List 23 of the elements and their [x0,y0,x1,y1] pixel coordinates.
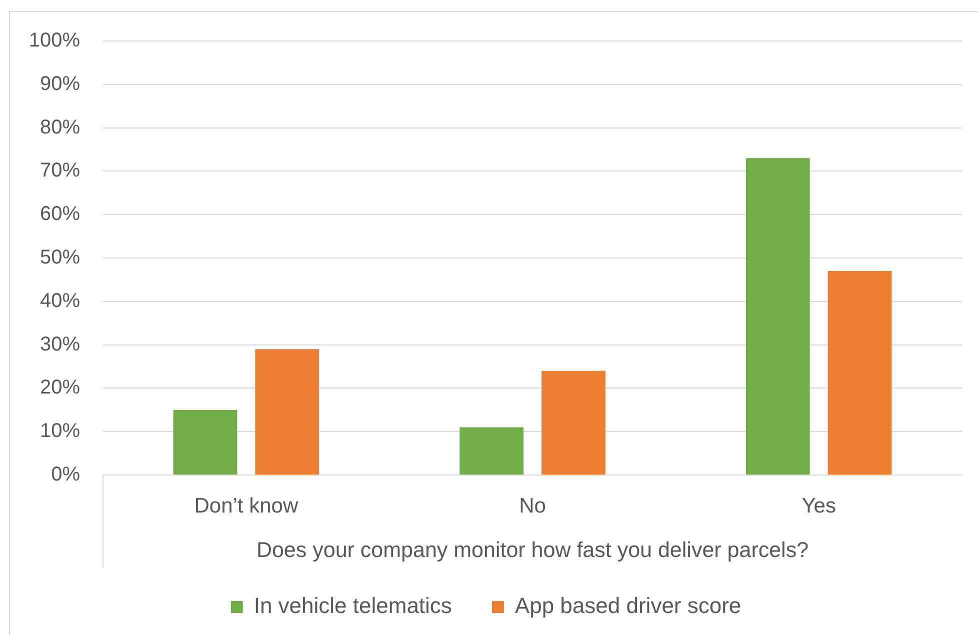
bar [173,410,238,474]
legend-label: App based driver score [514,593,742,618]
y-tick-label: 70% [40,160,80,182]
y-tick-label: 0% [51,464,80,486]
x-axis-title: Does your company monitor how fast you deliver parcels? [256,538,809,562]
y-tick-label: 50% [40,246,80,269]
bar [542,370,606,474]
x-tick-label: Yes [802,494,836,518]
legend-label: In vehicle telematics [254,593,452,618]
y-tick-label: 60% [40,203,80,226]
x-tick-label: No [519,494,546,518]
y-tick-label: 40% [40,290,80,312]
y-tick-label: 90% [40,72,80,95]
y-tick-label: 20% [40,376,80,399]
bar [828,271,892,474]
x-tick-label: Don’t know [194,494,299,518]
bar [746,158,810,474]
bar [460,427,524,474]
y-tick-label: 30% [40,333,80,356]
bar [255,349,320,474]
y-tick-label: 80% [40,116,80,138]
y-tick-label: 100% [28,30,80,52]
y-tick-label: 10% [40,420,80,442]
